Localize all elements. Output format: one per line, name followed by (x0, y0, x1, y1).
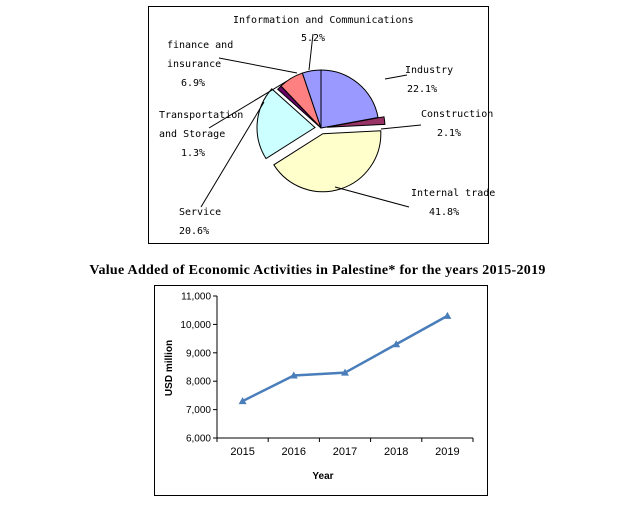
label-construction: Construction 2.1% (421, 109, 494, 139)
label-transportation-storage: Transportation and Storage 1.3% (159, 110, 244, 159)
label-information-communications: Information and Communications 5.2% (233, 15, 414, 44)
leader-line-internal-trade (334, 186, 410, 208)
y-tick-label: 9,000 (186, 348, 211, 359)
data-point-marker (289, 371, 298, 379)
x-tick-label: 2018 (384, 446, 408, 458)
leader-line-information-communications (308, 33, 314, 71)
pie-chart-frame: Information and Communications 5.2% fina… (148, 6, 495, 244)
y-tick-label: 8,000 (186, 377, 211, 388)
line-chart-frame: USD million Year 6,000 7,000 8,000 9,000 10,… (154, 285, 488, 496)
line-chart: USD million Year 6,000 7,000 8,000 9,000 10,… (164, 292, 474, 482)
pie-slice-construction (326, 116, 386, 128)
series-line (242, 314, 449, 403)
leader-line-industry (384, 74, 408, 80)
data-point-marker (392, 340, 401, 348)
leader-line-service (200, 101, 265, 208)
leader-line-transportation-storage (208, 80, 288, 129)
label-service: Service 20.6% (179, 207, 222, 237)
y-tick-label: 6,000 (186, 434, 211, 445)
data-point-marker (443, 311, 452, 319)
pie-chart (200, 33, 422, 208)
y-tick-label: 11,000 (181, 292, 211, 303)
x-axis-title: Year (312, 471, 333, 482)
y-axis-title: USD million (164, 340, 175, 396)
y-tick-label: 7,000 (186, 405, 211, 416)
x-tick-label: 2015 (230, 446, 254, 458)
data-point-marker (238, 397, 247, 405)
data-point-marker (341, 368, 349, 376)
x-tick-label: 2017 (333, 446, 357, 458)
leader-line-finance-insurance (218, 57, 298, 74)
label-industry: Industry 22.1% (405, 65, 454, 95)
x-tick-label: 2019 (435, 446, 459, 458)
x-tick-label: 2016 (282, 446, 306, 458)
y-tick-label: 10,000 (180, 320, 211, 331)
pie-slice-information-communications (301, 69, 322, 129)
leader-line-construction (380, 124, 422, 130)
label-internal-trade: Internal trade 41.8% (411, 188, 496, 218)
pie-slice-industry (320, 69, 379, 129)
label-finance-insurance: finance and insurance 6.9% (167, 40, 234, 89)
line-chart-title: Value Added of Economic Activities in Pa… (89, 263, 546, 278)
